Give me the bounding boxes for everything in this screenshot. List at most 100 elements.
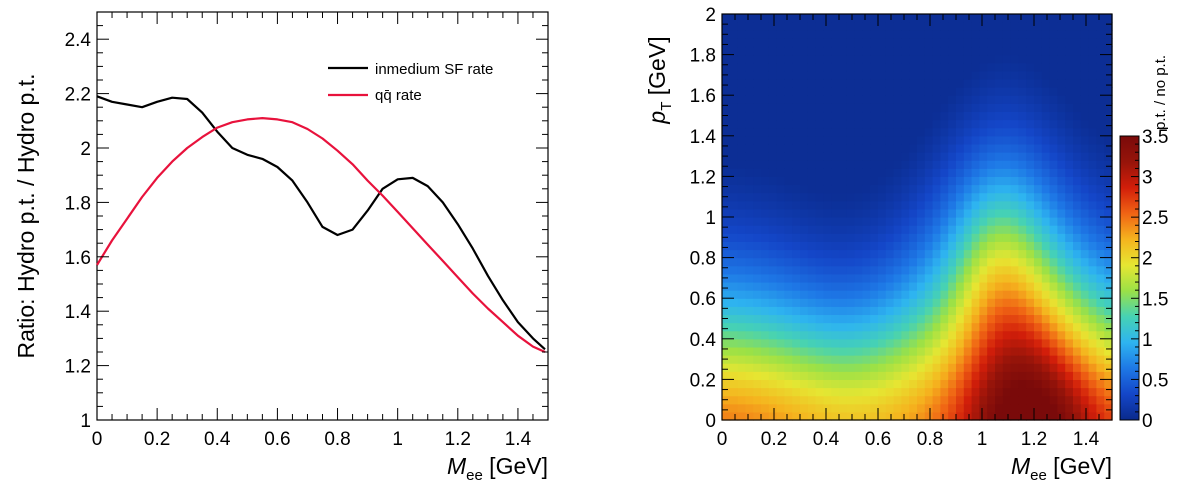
heatmap-cell (800, 30, 809, 39)
heatmap-cell (846, 355, 856, 364)
heatmap-cell (815, 363, 824, 372)
heatmap-cell (1073, 403, 1082, 413)
heatmap-cell (792, 217, 801, 226)
heatmap-cell (761, 363, 770, 372)
heatmap-cell (854, 371, 863, 380)
heatmap-cell (932, 322, 941, 332)
heatmap-cell (1065, 78, 1074, 88)
heatmap-cell (932, 54, 941, 64)
heatmap-cell (823, 111, 832, 121)
heatmap-cell (831, 143, 840, 153)
y-tick-label: 2.2 (65, 85, 91, 106)
heatmap-cell (823, 38, 832, 48)
heatmap-cell (948, 176, 957, 186)
heatmap-cell (987, 192, 996, 202)
heatmap-cell (948, 249, 957, 259)
heatmap-cell (909, 30, 918, 39)
heatmap-cell (956, 257, 965, 267)
heatmap-cell (924, 290, 934, 299)
heatmap-cell (917, 330, 926, 340)
heatmap-cell (893, 322, 902, 332)
heatmap-cell (768, 208, 778, 218)
heatmap-cell (846, 217, 856, 226)
heatmap-cell (753, 78, 762, 88)
heatmap-cell (1026, 363, 1035, 372)
heatmap-cell (885, 411, 895, 421)
heatmap-cell (776, 119, 785, 129)
heatmap-cell (823, 298, 832, 307)
heatmap-cell (854, 135, 863, 145)
heatmap-cell (870, 208, 879, 218)
x-tick-label: 0.6 (264, 429, 290, 450)
heatmap-cell (1065, 38, 1074, 48)
heatmap-cell (729, 168, 739, 177)
heatmap-cell (893, 30, 902, 39)
heatmap-cell (940, 314, 949, 324)
heatmap-cell (846, 363, 856, 372)
heatmap-cell (1041, 217, 1051, 226)
heatmap-cell (807, 200, 817, 210)
heatmap-cell (995, 143, 1004, 153)
heatmap-cell (1026, 62, 1035, 72)
heatmap-cell (729, 322, 739, 332)
heatmap-cell (893, 38, 902, 48)
heatmap-cell (885, 403, 895, 413)
heatmap-cell (909, 281, 918, 291)
heatmap-cell (1002, 135, 1012, 145)
heatmap-cell (971, 395, 980, 405)
heatmap-cell (768, 298, 778, 307)
heatmap-cell (846, 127, 856, 137)
heatmap-cell (815, 95, 824, 104)
heatmap-cell (963, 208, 973, 218)
heatmap-cell (1049, 387, 1058, 397)
heatmap-cell (800, 119, 809, 129)
heatmap-cell (932, 281, 941, 291)
heatmap-cell (854, 403, 863, 413)
heatmap-cell (1026, 46, 1035, 56)
x-tick-label: 0.4 (813, 429, 840, 450)
heatmap-cell (722, 176, 731, 186)
heatmap-cell (932, 411, 941, 421)
heatmap-cell (901, 338, 910, 348)
heatmap-cell (792, 135, 801, 145)
heatmap-cell (1002, 371, 1012, 380)
heatmap-cell (995, 241, 1004, 251)
heatmap-cell (761, 395, 770, 405)
heatmap-cell (1049, 30, 1058, 39)
heatmap-cell (979, 387, 988, 397)
heatmap-cell (948, 290, 957, 299)
heatmap-cell (831, 54, 840, 64)
heatmap-cell (932, 379, 941, 389)
heatmap-cell (870, 200, 879, 210)
heatmap-cell (940, 30, 949, 39)
heatmap-cell (885, 54, 895, 64)
heatmap-cell (862, 135, 871, 145)
heatmap-cell (1041, 127, 1051, 137)
heatmap-cell (807, 338, 817, 348)
heatmap-cell (1010, 330, 1019, 340)
heatmap-cell (729, 233, 739, 242)
heatmap-cell (737, 119, 746, 129)
heatmap-cell (885, 208, 895, 218)
heatmap-cell (761, 95, 770, 104)
heatmap-cell (995, 30, 1004, 39)
heatmap-cell (1096, 30, 1105, 39)
heatmap-cell (1096, 46, 1105, 56)
heatmap-cell (979, 403, 988, 413)
heatmap-cell (870, 322, 879, 332)
heatmap-cell (870, 54, 879, 64)
heatmap-cell (885, 217, 895, 226)
heatmap-cell (1088, 314, 1097, 324)
heatmap-cell (1104, 14, 1113, 23)
heatmap-cell (839, 70, 848, 80)
heatmap-cell (1041, 241, 1051, 251)
heatmap-cell (1041, 119, 1051, 129)
heatmap-cell (729, 411, 739, 421)
heatmap-cell (909, 168, 918, 177)
heatmap-cell (1065, 217, 1074, 226)
heatmap-cell (870, 249, 879, 259)
heatmap-cell (815, 70, 824, 80)
heatmap-cell (917, 233, 926, 242)
heatmap-cell (792, 241, 801, 251)
heatmap-cell (753, 54, 762, 64)
